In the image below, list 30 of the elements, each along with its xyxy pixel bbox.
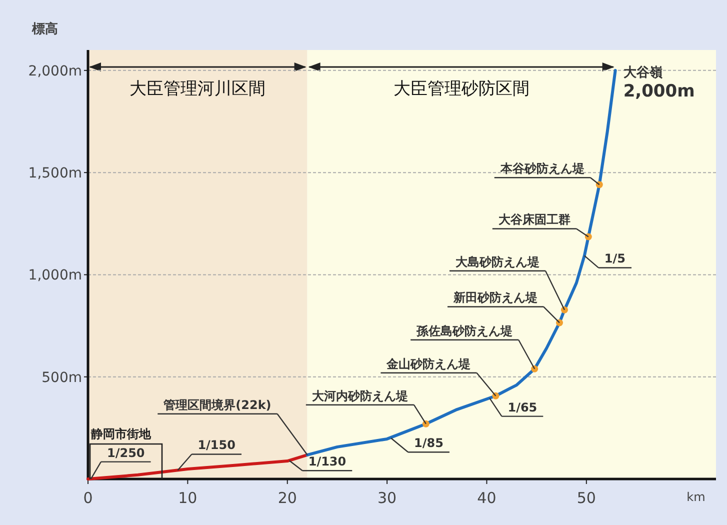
annotation: 1/5 [604, 252, 626, 266]
y-tick-label: 1,500m [28, 166, 82, 182]
x-tick-label: 10 [178, 489, 198, 507]
annotation: 1/250 [106, 446, 145, 460]
annotation: 1/85 [414, 436, 444, 450]
annotation: 1/150 [198, 438, 236, 452]
y-axis-title: 標高 [31, 21, 58, 37]
x-tick-label: 50 [576, 489, 596, 507]
y-tick-label: 500m [42, 370, 82, 386]
annotation: 大谷嶺 2,000m [623, 65, 695, 102]
y-tick-label: 2,000m [28, 63, 82, 80]
y-tick-label: 1,000m [28, 268, 82, 284]
x-axis-title: km [686, 490, 706, 504]
annotation: 1/130 [308, 454, 346, 469]
x-tick-label: 30 [378, 489, 397, 507]
annotation: 金山砂防えん堤 [386, 356, 471, 371]
annotation: 大谷床固工群 [498, 212, 570, 227]
x-tick-label: 40 [477, 489, 496, 507]
annotation: 大島砂防えん堤 [455, 254, 540, 269]
point [560, 306, 568, 314]
annotation: 本谷砂防えん堤 [499, 162, 584, 176]
x-tick-label: 20 [278, 489, 297, 507]
band-label: 大臣管理砂防区間 [393, 79, 530, 99]
annotation: 1/65 [508, 400, 538, 414]
annotation: 管理区間境界(22k) [162, 398, 272, 412]
band-label: 大臣管理河川区間 [130, 79, 266, 99]
annotation: 大河内砂防えん堤 [312, 388, 408, 403]
x-tick-label: 0 [83, 489, 93, 507]
annotation: 新田砂防えん堤 [452, 290, 538, 305]
annotation: 孫佐島砂防えん堤 [416, 324, 513, 338]
